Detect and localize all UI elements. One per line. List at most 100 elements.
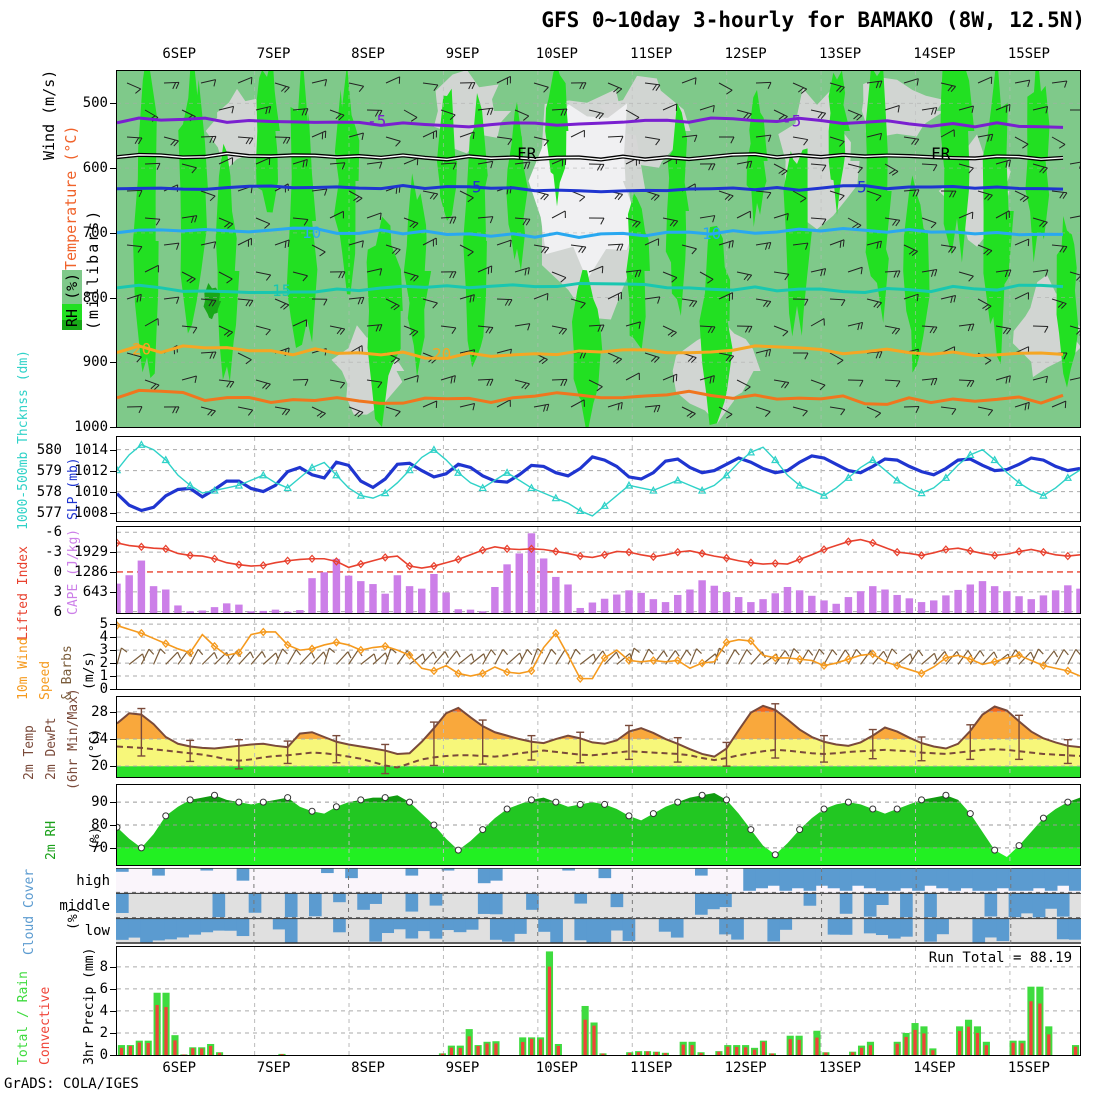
cape-bar xyxy=(222,603,231,613)
tick-mark xyxy=(110,624,116,626)
date-tick-11sep: 11SEP xyxy=(630,46,673,62)
cape-bar xyxy=(466,609,475,613)
footer-credit: GrADS: COLA/IGES xyxy=(4,1076,139,1092)
precip-convective-bar xyxy=(128,1046,133,1055)
cloud-cell xyxy=(839,918,853,935)
cloud-cell xyxy=(755,868,768,889)
cloud-cell xyxy=(200,918,214,933)
cloud-cell xyxy=(610,893,624,908)
rh2m-chart xyxy=(117,785,1080,865)
cloud-cell xyxy=(489,893,503,915)
panel-temp2m xyxy=(116,696,1081,778)
cloud-cell xyxy=(526,893,539,910)
cloud-row-label-high: high xyxy=(76,872,110,889)
thickness-y-tick: 579 xyxy=(36,462,62,479)
tick-mark xyxy=(110,362,116,364)
axis-label-temp2m: 2m Temp xyxy=(22,725,37,780)
contour-label: FR xyxy=(517,144,537,163)
slp-thickness-chart xyxy=(117,437,1080,521)
cloud-cell xyxy=(381,918,395,934)
cloud-cell xyxy=(984,893,998,917)
cloud-cell xyxy=(767,918,781,942)
cloud-cell xyxy=(284,918,298,943)
cloud-cell xyxy=(695,893,708,915)
y-tick: 0 xyxy=(99,681,108,697)
cloud-cell xyxy=(152,868,165,876)
cape-bar xyxy=(478,611,487,613)
cloud-cell xyxy=(1044,868,1058,891)
cloud-cell xyxy=(936,918,949,935)
cloud-cell xyxy=(875,918,889,936)
cape-bar xyxy=(613,594,621,613)
precip-convective-bar xyxy=(1038,1003,1042,1055)
date-tick-7sep: 7SEP xyxy=(256,1060,291,1076)
cloud-cell xyxy=(140,918,153,944)
cloud-cell xyxy=(924,918,937,942)
cloud-cell xyxy=(188,918,202,935)
cloud-cell xyxy=(164,918,177,940)
date-tick-13sep: 13SEP xyxy=(819,46,862,62)
cloud-cell xyxy=(272,918,286,930)
y-tick: 70 xyxy=(91,839,108,856)
cloud-cell xyxy=(984,868,998,891)
rh-yticks: 90 80 70 xyxy=(70,784,116,866)
cloud-cell xyxy=(429,893,443,906)
precip-convective-bar xyxy=(583,1019,587,1055)
y-tick: 500 xyxy=(82,95,108,112)
cloud-cell xyxy=(1032,893,1046,918)
tick-mark xyxy=(110,552,116,554)
cloud-cell xyxy=(1008,893,1022,918)
cape-bar xyxy=(820,600,828,613)
precip-convective-bar xyxy=(957,1031,962,1055)
cape-bar xyxy=(564,584,572,613)
cloud-cell xyxy=(369,893,382,904)
cloud-cell xyxy=(152,918,165,941)
cape-bar xyxy=(162,589,170,613)
cape-bar xyxy=(344,575,353,613)
date-tick-14sep: 14SEP xyxy=(913,1060,956,1076)
date-tick-9sep: 9SEP xyxy=(445,1060,480,1076)
precip-convective-bar xyxy=(931,1050,935,1055)
axis-label-precip-conv: Convective xyxy=(38,986,53,1065)
cape-bar xyxy=(320,572,328,613)
contour-label: 10 xyxy=(702,224,721,243)
tick-mark xyxy=(110,847,116,849)
cloud-cell xyxy=(224,918,238,931)
cloud-cell xyxy=(972,868,986,891)
temp-yticks: 28 24 20 xyxy=(70,696,116,778)
cloud-cell xyxy=(236,868,250,881)
cape-bar xyxy=(283,611,292,613)
precip-convective-bar xyxy=(735,1047,739,1055)
slp-y-tick: 1014 xyxy=(74,441,108,458)
y-tick: 4 xyxy=(99,1002,108,1019)
cape-bar xyxy=(722,592,731,613)
tick-mark xyxy=(110,232,116,234)
cape-bar xyxy=(844,597,853,613)
date-tick-8sep: 8SEP xyxy=(351,1060,385,1076)
cloud-cell xyxy=(670,918,684,938)
tick-mark xyxy=(110,297,116,299)
y-tick: 5 xyxy=(99,616,108,633)
precip-convective-bar xyxy=(913,1029,917,1055)
cloud-cell xyxy=(827,918,841,935)
cape-bar xyxy=(954,589,962,613)
cloud-cell xyxy=(912,868,925,891)
cloud-cell xyxy=(489,868,503,881)
cloud-cell xyxy=(839,893,853,914)
cloud-cell xyxy=(996,868,1010,889)
cape-bar xyxy=(454,609,463,613)
precip-convective-bar xyxy=(788,1039,792,1055)
panel-rh2m xyxy=(116,784,1081,866)
cloud-cover-chart xyxy=(116,868,1081,944)
date-tick-13sep: 13SEP xyxy=(819,1060,862,1076)
cloud-cell xyxy=(900,893,913,918)
cloud-row-label-low: low xyxy=(84,923,110,940)
cloud-cell xyxy=(465,918,479,930)
cloud-cell xyxy=(345,868,358,879)
date-tick-6sep: 6SEP xyxy=(162,46,197,62)
li-cape-chart xyxy=(117,527,1080,613)
cloud-cell xyxy=(1020,868,1034,891)
panel-li-cape xyxy=(116,526,1081,614)
contour-label: FR xyxy=(931,144,951,163)
cape-bar xyxy=(418,588,426,613)
